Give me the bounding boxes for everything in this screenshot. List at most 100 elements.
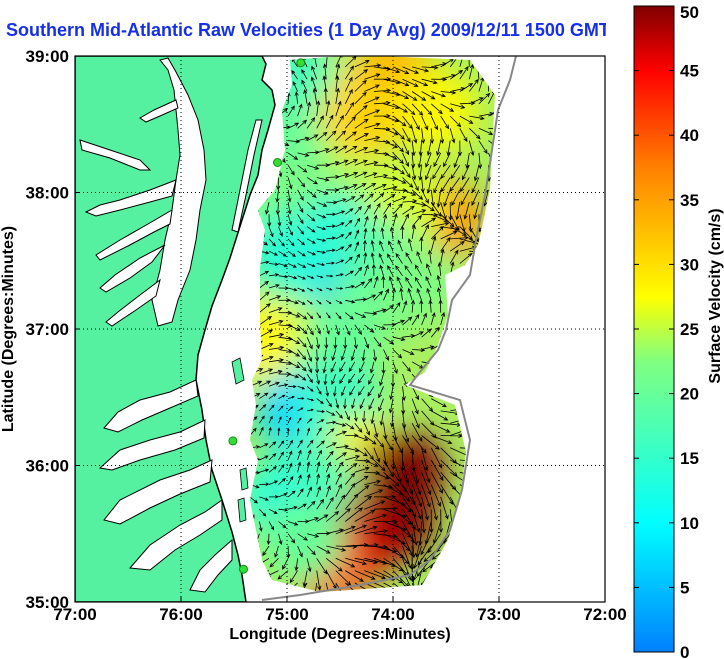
velocity-arrow	[339, 361, 346, 373]
velocity-arrow	[297, 189, 304, 201]
velocity-arrow	[297, 250, 306, 257]
velocity-arrow	[450, 103, 466, 109]
velocity-arrow	[287, 490, 296, 498]
velocity-arrow	[411, 331, 424, 338]
velocity-arrow	[402, 177, 414, 188]
colorbar-tick-label: 5	[680, 578, 689, 597]
velocity-arrow	[287, 122, 300, 129]
velocity-arrow	[421, 484, 431, 508]
velocity-arrow	[373, 163, 389, 168]
velocity-arrow	[268, 393, 277, 399]
velocity-arrow	[335, 287, 344, 290]
velocity-arrow	[354, 509, 376, 522]
velocity-arrow	[287, 152, 299, 160]
velocity-arrow	[455, 202, 461, 221]
velocity-arrow	[287, 202, 292, 215]
velocity-arrow	[424, 521, 432, 545]
velocity-arrow	[345, 312, 354, 320]
velocity-arrow	[364, 148, 380, 154]
velocity-arrow	[306, 238, 316, 244]
velocity-arrow	[268, 466, 278, 473]
velocity-arrow	[325, 428, 335, 436]
velocity-arrow	[392, 302, 401, 313]
velocity-arrow	[316, 177, 330, 182]
velocity-arrow	[410, 545, 415, 571]
velocity-arrow	[364, 204, 371, 215]
velocity-arrow	[421, 201, 435, 212]
velocity-arrow	[259, 455, 269, 461]
velocity-arrow	[383, 336, 395, 345]
velocity-arrow	[364, 557, 388, 565]
velocity-arrow	[402, 205, 415, 215]
velocity-arrow	[335, 185, 349, 191]
velocity-arrow	[402, 521, 415, 544]
radar-stations	[228, 58, 306, 574]
velocity-arrow	[297, 164, 308, 173]
velocity-arrow	[349, 386, 356, 396]
velocity-arrow	[287, 450, 293, 461]
velocity-arrow	[287, 164, 295, 176]
velocity-arrow	[450, 164, 461, 180]
velocity-arrow	[316, 262, 326, 266]
velocity-arrow	[330, 361, 337, 373]
velocity-arrow	[354, 525, 378, 535]
velocity-arrow	[268, 295, 282, 301]
velocity-arrow	[440, 236, 451, 252]
velocity-arrow	[292, 80, 298, 92]
velocity-arrow	[268, 238, 277, 247]
velocity-arrow	[326, 200, 338, 205]
velocity-arrow	[411, 484, 423, 508]
velocity-arrow	[402, 508, 416, 531]
velocity-arrow	[402, 128, 411, 143]
velocity-arrow	[343, 398, 347, 410]
velocity-arrow	[344, 324, 351, 336]
velocity-arrow	[462, 165, 470, 181]
speed-cell-22	[260, 498, 345, 583]
velocity-arrow	[335, 259, 345, 264]
velocity-arrow	[345, 570, 365, 582]
velocity-arrow	[373, 471, 390, 480]
velocity-arrow	[325, 496, 334, 510]
velocity-arrow	[306, 461, 311, 473]
velocity-arrow	[259, 343, 274, 350]
velocity-arrow	[411, 128, 418, 144]
velocity-arrow	[286, 545, 291, 559]
velocity-arrow	[440, 164, 451, 179]
velocity-arrow	[278, 298, 291, 303]
velocity-arrow	[335, 557, 356, 568]
velocity-arrow	[259, 291, 270, 301]
velocity-arrow	[325, 114, 334, 129]
velocity-arrow	[291, 69, 298, 80]
velocity-arrow	[345, 131, 357, 141]
velocity-arrow	[421, 398, 434, 413]
velocity-arrow	[465, 152, 470, 169]
velocity-arrow	[428, 299, 433, 313]
velocity-arrow	[325, 299, 332, 305]
velocity-arrow	[354, 241, 360, 252]
velocity-arrow	[430, 496, 438, 521]
velocity-arrow	[449, 128, 456, 144]
x-tick-label: 77:00	[53, 605, 96, 624]
velocity-arrow	[345, 270, 354, 277]
velocity-arrow	[259, 329, 274, 338]
velocity-arrow	[449, 249, 459, 264]
velocity-arrow	[440, 248, 445, 264]
velocity-arrow	[364, 529, 389, 535]
velocity-arrow	[278, 478, 286, 485]
velocity-arrow	[335, 100, 342, 117]
velocity-arrow	[306, 449, 312, 461]
velocity-arrow	[421, 312, 427, 326]
colorbar-tick-label: 25	[680, 320, 699, 339]
velocity-arrow	[418, 140, 423, 157]
velocity-arrow	[325, 473, 331, 485]
velocity-arrow	[297, 361, 307, 372]
velocity-arrow	[326, 236, 337, 240]
velocity-arrow	[397, 239, 403, 252]
velocity-arrow	[421, 78, 438, 85]
velocity-arrow	[392, 196, 407, 203]
velocity-arrow	[345, 285, 356, 289]
velocity-arrow	[306, 473, 311, 485]
velocity-arrow	[368, 373, 375, 385]
velocity-arrow	[383, 127, 399, 136]
velocity-arrow	[419, 299, 424, 313]
